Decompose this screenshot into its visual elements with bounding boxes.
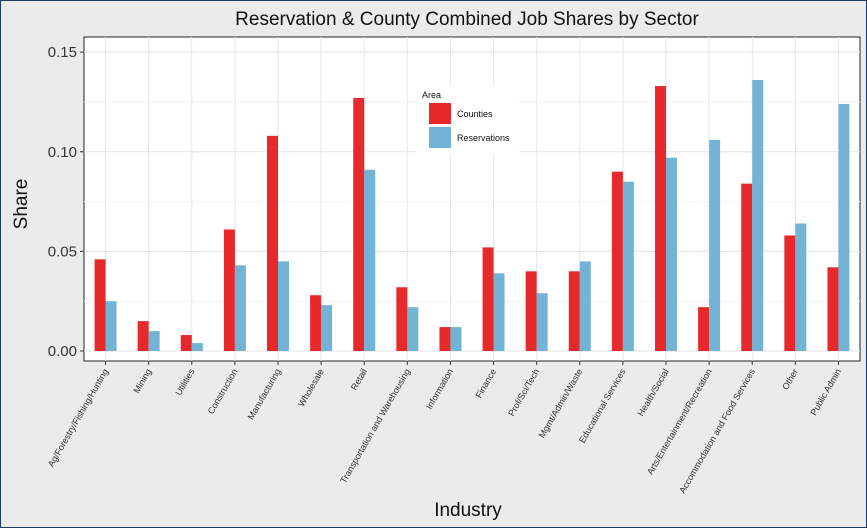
bar-counties-6 [353,97,365,351]
legend-label-reservations: Reservations [457,133,510,143]
bar-counties-13 [655,86,666,351]
bar-reservations-7 [407,307,419,351]
bar-counties-8 [439,327,451,351]
bar-reservations-11 [579,261,591,351]
x-tick-label: Finance [474,367,499,400]
bars-group [94,80,850,352]
bar-counties-5 [310,295,322,351]
bar-reservations-1 [148,331,160,351]
bar-reservations-12 [622,181,634,351]
x-tick-label: Prof/Sci/Tech [506,367,541,418]
bar-reservations-0 [105,301,117,351]
legend-label-counties: Counties [457,109,493,119]
x-tick-label: Ag/Forestry/Fishing/Hunting [46,367,110,469]
bar-reservations-16 [795,223,807,351]
x-tick-label: Utilities [173,367,196,398]
bar-reservations-4 [278,261,289,351]
x-tick-label: Accommodation and Food Services [677,367,757,495]
y-axis-title: Share [11,179,32,230]
bar-counties-2 [180,335,192,351]
bar-reservations-10 [536,293,548,351]
legend-swatch-reservations [429,127,451,148]
bar-counties-9 [482,247,494,351]
x-tick-label: Public Admin [809,367,844,417]
bar-counties-12 [611,171,623,351]
y-tick-label: 0.15 [48,44,77,61]
bar-counties-14 [698,307,710,351]
x-tick-label: Educational Services [577,367,628,445]
y-tick-label: 0.10 [48,144,77,161]
bar-counties-10 [525,271,537,351]
x-axis-title: Industry [434,500,502,521]
x-tick-label: Health/Social [636,367,671,418]
bar-reservations-3 [234,265,246,351]
chart-title: Reservation & County Combined Job Shares… [235,9,699,30]
bar-counties-11 [568,271,580,351]
x-tick-label: Retail [349,367,369,392]
bar-counties-16 [784,235,796,351]
legend-swatch-counties [429,103,451,124]
x-tick-label: Wholesale [296,367,326,408]
bar-counties-15 [741,183,753,351]
bar-reservations-6 [364,169,376,351]
x-tick-label: Other [780,367,800,391]
x-tick-label: Mgmt/Admin/Waste [537,367,585,440]
bar-counties-3 [223,229,235,351]
y-tick-label: 0.00 [48,343,77,360]
x-tick-label: Information [424,367,455,411]
bar-reservations-8 [450,327,462,351]
y-axis: 0.00 0.05 0.10 0.15 [48,44,84,360]
x-axis: Ag/Forestry/Fishing/Hunting Mining Utiliti… [46,361,843,495]
bar-reservations-15 [752,80,764,352]
y-tick-label: 0.05 [48,243,77,260]
bar-reservations-2 [191,343,203,351]
x-tick-label: Manufacturing [246,367,283,421]
bar-counties-1 [137,321,149,351]
bar-reservations-9 [493,273,505,351]
bar-reservations-14 [709,139,721,351]
bar-reservations-13 [666,157,677,351]
bar-counties-7 [396,287,408,351]
x-tick-label: Mining [131,367,153,395]
bar-reservations-5 [321,305,333,351]
legend: Area Counties Reservations [417,86,519,154]
bar-counties-0 [94,259,106,351]
x-tick-label: Construction [206,367,240,416]
bar-counties-17 [827,267,839,351]
bar-counties-4 [267,135,278,351]
bar-reservations-17 [838,103,850,352]
legend-title: Area [422,90,441,100]
